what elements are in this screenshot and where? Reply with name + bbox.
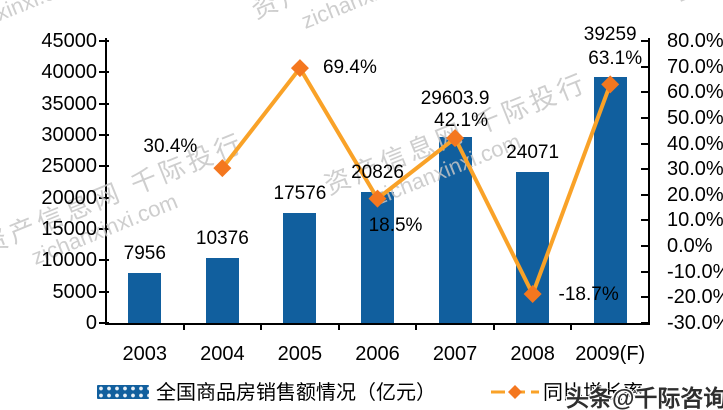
legend-key-sales-bar: [97, 385, 149, 399]
x-category-label: 2006: [355, 343, 400, 365]
left-axis-tick-label: 40000: [41, 61, 97, 84]
left-axis-tick: [99, 228, 109, 230]
left-axis-tick: [99, 134, 109, 136]
right-axis-tick-label: 20.0%: [667, 183, 723, 206]
right-axis-tick: [641, 322, 650, 324]
left-axis-tick-label: 10000: [41, 249, 97, 272]
bar-value-label: 7956: [123, 243, 166, 265]
growth-value-label: 69.4%: [322, 57, 377, 79]
right-axis-tick: [641, 40, 650, 42]
bar-2005: [283, 212, 317, 323]
x-axis-tick: [415, 323, 418, 330]
left-axis-tick-label: 20000: [41, 186, 97, 209]
x-axis-tick: [182, 323, 185, 330]
x-category-label: 2005: [277, 343, 323, 365]
growth-value-label: 42.1%: [434, 110, 488, 132]
right-axis-tick: [641, 116, 650, 119]
bar-value-label: 10376: [195, 227, 249, 249]
left-axis-tick: [99, 196, 109, 199]
right-axis-tick-label: 80.0%: [667, 30, 723, 52]
bar-value-label: 29603.9: [420, 88, 490, 110]
left-axis-tick-label: 0: [85, 312, 97, 334]
right-axis-tick: [641, 142, 650, 145]
left-axis-tick: [99, 290, 109, 293]
dashed-line-diamond-icon: [491, 385, 539, 399]
left-y-axis: [105, 38, 107, 325]
x-category-label: 2004: [200, 343, 245, 365]
left-axis-tick: [99, 40, 109, 42]
growth-value-label: -18.7%: [558, 284, 619, 306]
toutiao-watermark: 头条@千际咨询: [566, 385, 723, 410]
right-axis-tick-label: 50.0%: [667, 106, 723, 129]
left-axis-tick: [99, 259, 109, 262]
x-axis-tick: [492, 323, 495, 330]
legend-key-growth-line: [491, 384, 539, 400]
right-axis-tick-label: 0.0%: [667, 235, 713, 258]
bar-value-label: 39259: [583, 23, 637, 45]
right-axis-tick-label: 10.0%: [667, 209, 723, 232]
left-axis-tick: [99, 322, 109, 324]
right-axis-tick-label: 70.0%: [667, 55, 723, 78]
left-axis-tick: [99, 71, 109, 74]
right-axis-tick: [641, 168, 650, 171]
right-axis-tick: [641, 245, 650, 248]
bar-2004: [205, 257, 239, 323]
right-axis-tick: [641, 296, 650, 299]
growth-value-label: 63.1%: [588, 48, 643, 70]
x-axis-tick: [570, 323, 573, 330]
bar-value-label: 20826: [351, 162, 404, 184]
growth-value-label: 30.4%: [143, 136, 198, 158]
growth-marker-2004: [213, 159, 232, 178]
x-axis: [105, 323, 650, 325]
growth-value-label: 18.5%: [368, 214, 423, 236]
left-axis-tick-label: 15000: [41, 218, 97, 240]
left-axis-tick-label: 35000: [41, 92, 97, 115]
x-category-label: 2009(F): [575, 343, 646, 365]
right-axis-tick-label: -10.0%: [667, 260, 723, 283]
right-axis-tick-label: 30.0%: [667, 158, 723, 181]
x-category-label: 2008: [510, 343, 555, 365]
right-axis-tick: [641, 193, 650, 196]
left-axis-tick: [99, 102, 109, 105]
right-axis-tick: [641, 65, 650, 68]
right-axis-tick: [641, 270, 650, 273]
bar-2006: [361, 192, 394, 323]
left-axis-tick-label: 25000: [41, 155, 97, 178]
right-axis-tick: [641, 219, 650, 222]
right-axis-tick: [641, 91, 650, 94]
bar-2003: [128, 273, 162, 323]
legend-label-sales: 全国商品房销售额情况（亿元）: [156, 382, 436, 404]
left-axis-tick-label: 45000: [41, 30, 97, 52]
x-axis-tick: [337, 323, 340, 330]
right-axis-tick-label: -20.0%: [667, 286, 723, 309]
x-category-label: 2003: [122, 343, 168, 365]
x-category-label: 2007: [432, 343, 478, 365]
right-axis-tick-label: -30.0%: [667, 312, 723, 334]
right-axis-tick-label: 40.0%: [667, 132, 723, 155]
right-axis-tick-label: 60.0%: [667, 81, 723, 104]
legend-label-growth: 同比增长率: [543, 382, 643, 404]
right-y-axis: [648, 38, 650, 325]
left-axis-tick: [99, 165, 109, 168]
bar-value-label: 17576: [273, 182, 327, 204]
left-axis-tick-label: 5000: [52, 280, 98, 303]
left-axis-tick-label: 30000: [41, 124, 97, 146]
bar-value-label: 24071: [506, 142, 560, 164]
x-axis-tick: [260, 323, 263, 330]
